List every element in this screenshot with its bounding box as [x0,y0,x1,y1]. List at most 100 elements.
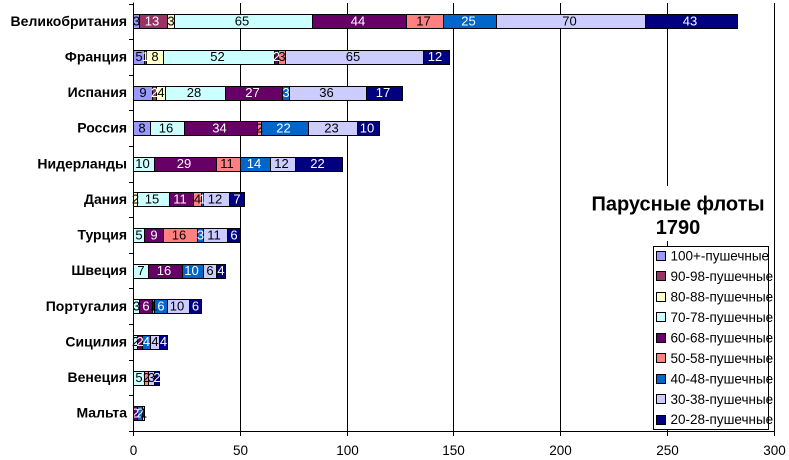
svg-text:15: 15 [145,192,159,207]
svg-text:300: 300 [763,443,786,458]
svg-text:Испания: Испания [68,84,127,100]
svg-text:44: 44 [351,14,365,29]
svg-text:22: 22 [310,156,324,171]
svg-text:11: 11 [207,227,221,242]
svg-text:2: 2 [151,85,158,100]
svg-text:70: 70 [562,14,576,29]
svg-text:5: 5 [135,370,142,385]
svg-text:30-38-пушечные: 30-38-пушечные [671,392,774,407]
svg-text:65: 65 [346,49,360,64]
svg-text:11: 11 [173,192,187,207]
svg-text:25: 25 [461,14,475,29]
svg-text:90-98-пушечные: 90-98-пушечные [671,269,774,284]
svg-text:34: 34 [212,120,226,135]
svg-text:Россия: Россия [77,120,127,136]
svg-text:17: 17 [416,14,430,29]
svg-text:16: 16 [157,263,171,278]
svg-text:12: 12 [274,156,288,171]
svg-text:70-78-пушечные: 70-78-пушечные [671,310,774,325]
svg-text:150: 150 [442,443,465,458]
svg-text:1790: 1790 [656,217,701,239]
svg-text:8: 8 [138,120,145,135]
svg-text:20-28-пушечные: 20-28-пушечные [671,412,774,427]
svg-text:6: 6 [206,263,213,278]
svg-text:Венеция: Венеция [67,369,127,385]
svg-text:9: 9 [150,227,157,242]
svg-text:10: 10 [135,156,149,171]
svg-text:27: 27 [245,85,259,100]
svg-text:200: 200 [549,443,572,458]
svg-text:4: 4 [143,334,150,349]
svg-text:3: 3 [133,14,140,29]
svg-text:1: 1 [150,299,157,314]
svg-text:8: 8 [151,49,158,64]
svg-text:Великобритания: Великобритания [11,13,127,29]
svg-text:52: 52 [210,49,224,64]
svg-text:9: 9 [139,85,146,100]
svg-text:Турция: Турция [77,227,127,243]
svg-text:Португалия: Португалия [46,298,127,314]
svg-text:7: 7 [233,192,240,207]
svg-text:2: 2 [132,334,139,349]
svg-text:0: 0 [130,443,138,458]
svg-text:10: 10 [170,299,184,314]
svg-text:43: 43 [683,14,697,29]
svg-text:7: 7 [137,263,144,278]
svg-text:3: 3 [167,14,174,29]
svg-text:Дания: Дания [84,191,127,207]
svg-text:4: 4 [157,85,164,100]
svg-text:28: 28 [187,85,201,100]
svg-text:4: 4 [194,192,201,207]
svg-text:Нидерланды: Нидерланды [37,155,127,171]
svg-text:2: 2 [143,370,150,385]
svg-text:11: 11 [220,156,234,171]
svg-text:23: 23 [324,120,338,135]
svg-text:3: 3 [278,49,285,64]
svg-text:16: 16 [172,227,186,242]
svg-text:1: 1 [142,49,149,64]
svg-text:3: 3 [197,227,204,242]
svg-text:6: 6 [142,299,149,314]
svg-text:14: 14 [247,156,261,171]
svg-text:Сицилия: Сицилия [65,333,127,349]
svg-text:1: 1 [140,405,147,420]
svg-text:6: 6 [157,299,164,314]
svg-text:250: 250 [656,443,679,458]
svg-text:2: 2 [256,120,263,135]
svg-text:100: 100 [336,443,359,458]
svg-text:10: 10 [184,263,198,278]
svg-text:2: 2 [132,192,139,207]
svg-text:12: 12 [208,192,222,207]
svg-text:2: 2 [136,405,143,420]
svg-text:65: 65 [235,14,249,29]
svg-text:5: 5 [135,227,142,242]
svg-text:40-48-пушечные: 40-48-пушечные [671,371,774,386]
svg-text:60-68-пушечные: 60-68-пушечные [671,330,774,345]
svg-text:100+-пушечные: 100+-пушечные [671,249,770,264]
svg-text:2: 2 [136,334,143,349]
svg-text:13: 13 [145,14,159,29]
svg-text:29: 29 [177,156,191,171]
svg-text:22: 22 [276,120,290,135]
svg-text:Франция: Франция [65,48,127,64]
svg-text:2: 2 [273,49,280,64]
svg-text:2: 2 [132,405,139,420]
svg-text:12: 12 [428,49,442,64]
svg-text:4: 4 [217,263,224,278]
svg-text:3: 3 [148,370,155,385]
svg-text:50: 50 [233,443,248,458]
svg-text:6: 6 [230,227,237,242]
svg-text:Швеция: Швеция [71,262,127,278]
svg-text:5: 5 [135,49,142,64]
svg-text:6: 6 [192,299,199,314]
svg-text:3: 3 [282,85,289,100]
svg-text:50-58-пушечные: 50-58-пушечные [671,351,774,366]
svg-text:10: 10 [360,120,374,135]
svg-text:17: 17 [376,85,390,100]
svg-text:3: 3 [133,299,140,314]
svg-text:4: 4 [151,334,158,349]
svg-text:1: 1 [199,192,206,207]
svg-text:16: 16 [159,120,173,135]
svg-text:Мальта: Мальта [76,405,127,421]
svg-text:Парусные флоты: Парусные флоты [591,194,764,216]
